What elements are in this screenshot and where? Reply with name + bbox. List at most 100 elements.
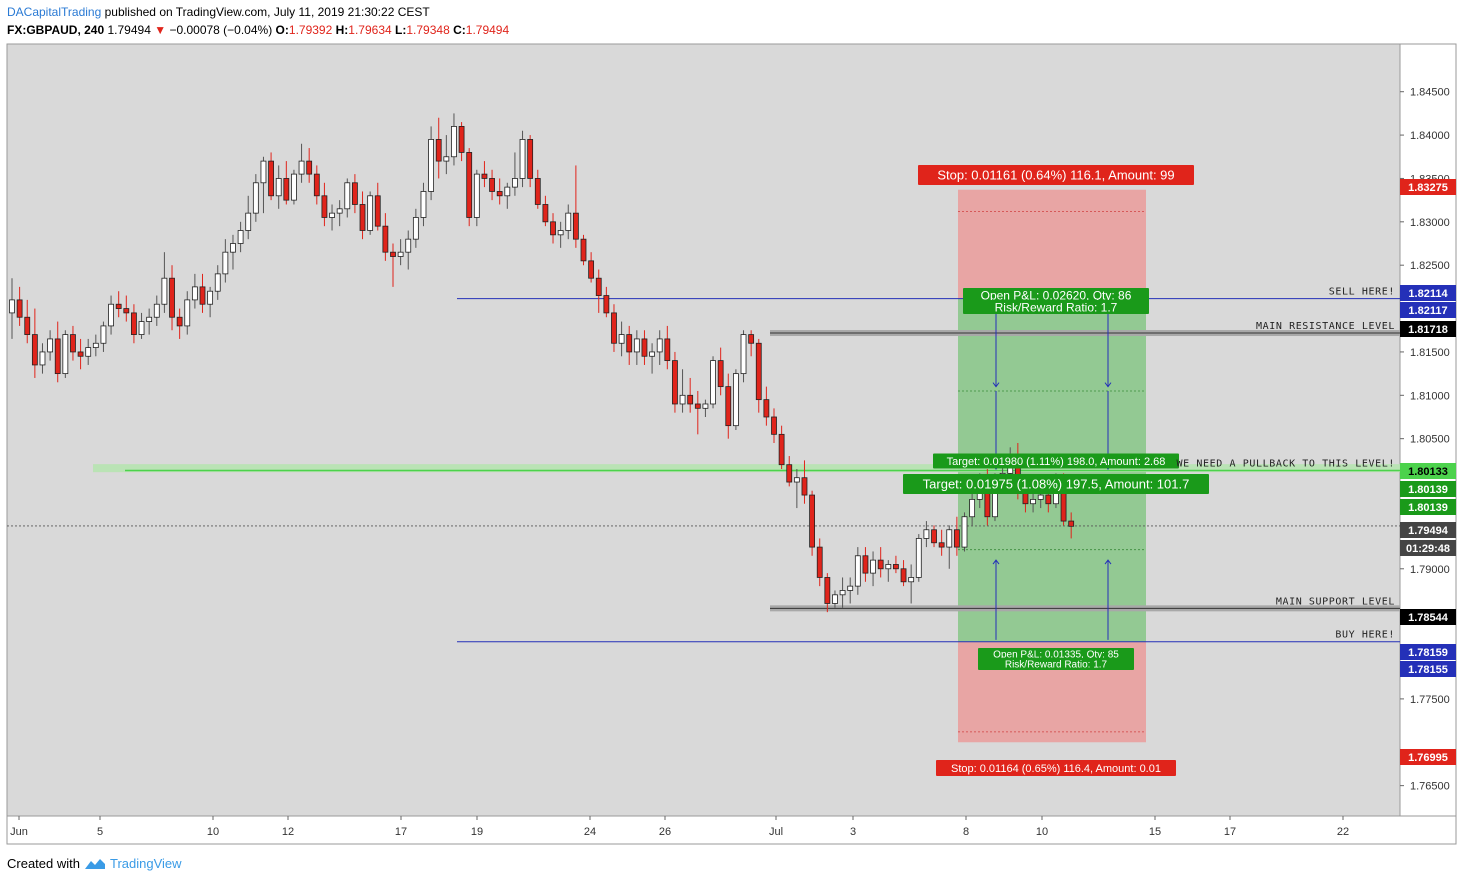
candle: [275, 165, 282, 209]
candle: [710, 356, 716, 409]
candle: [618, 321, 625, 357]
candle: [283, 161, 290, 205]
price-axis-label-bg: [1400, 285, 1456, 301]
candle-body: [92, 342, 99, 348]
candle: [565, 204, 572, 240]
candle-body: [595, 277, 602, 296]
candle-body: [496, 191, 503, 197]
price-axis-label-text: 1.78155: [1408, 664, 1448, 676]
short-pnl-label[interactable]: Open P&L: 0.02620, Qty: 86: [963, 288, 1149, 302]
y-tick-label: 1.76500: [1410, 781, 1450, 793]
candle-body: [374, 195, 381, 227]
candle-body: [778, 433, 785, 466]
short-rr-label[interactable]: Risk/Reward Ratio: 1.7: [963, 300, 1149, 314]
candle: [24, 299, 31, 344]
x-tick-label: Jul: [769, 826, 783, 838]
price-axis-label-bg: [1400, 179, 1456, 195]
candle: [580, 234, 587, 266]
price-axis-label-text: 1.82114: [1408, 288, 1448, 300]
candle-body: [717, 360, 724, 388]
candle: [260, 156, 267, 214]
short-target-label[interactable]: Target: 0.01975 (1.08%) 197.5, Amount: 1…: [903, 474, 1209, 494]
low-label: L:: [395, 23, 407, 37]
candle-body: [458, 126, 465, 153]
candle-body: [862, 555, 869, 574]
candle: [123, 295, 130, 322]
candle: [336, 200, 343, 227]
candle: [252, 174, 259, 222]
candle: [100, 321, 107, 352]
candle-body: [900, 568, 907, 583]
candle-body: [633, 338, 640, 353]
candle-body: [885, 564, 892, 570]
candle-body: [222, 251, 229, 275]
price-axis-labels: 1.83275 1.82114 1.82117 1.81718 1.80133 1.801…: [1400, 179, 1456, 765]
position-labels: Stop: 0.01161 (0.64%) 116.1, Amount: 99 O…: [903, 165, 1209, 776]
candle: [153, 295, 160, 326]
long-stop-label[interactable]: Stop: 0.01164 (0.65%) 116.4, Amount: 0.0…: [936, 760, 1176, 776]
candle-body: [618, 334, 625, 344]
candle: [961, 512, 968, 552]
price-axis-label-text: 1.80139: [1408, 502, 1448, 514]
candle: [656, 330, 663, 365]
price-axis-label-text: 1.80133: [1408, 466, 1448, 478]
price-axis-label-text: 1.83275: [1408, 182, 1448, 194]
candle: [191, 273, 198, 309]
candle: [527, 135, 534, 188]
price-axis-label: 1.80139: [1400, 481, 1456, 497]
candle-body: [131, 312, 137, 335]
candle: [923, 521, 930, 548]
candle: [672, 351, 678, 413]
candle: [839, 577, 846, 608]
time-axis-panel[interactable]: [6, 815, 1457, 845]
candle: [412, 208, 419, 248]
candle-body: [207, 290, 214, 305]
x-tick-label: 17: [1224, 826, 1236, 838]
candle-body: [298, 160, 305, 175]
long-stop-label-bg: [936, 760, 1176, 776]
candle: [382, 213, 389, 261]
candle: [222, 239, 229, 283]
candle-body: [793, 477, 800, 483]
candle-body: [931, 529, 937, 544]
author-link[interactable]: DACapitalTrading: [7, 5, 102, 19]
candle: [481, 161, 488, 188]
candle-body: [138, 321, 145, 335]
candle: [77, 338, 84, 370]
candle: [717, 347, 724, 396]
candle-body: [755, 342, 762, 401]
candle-body: [275, 178, 282, 197]
candle-body: [115, 303, 122, 309]
candle-body: [580, 238, 587, 262]
candle-body: [329, 212, 335, 218]
candle: [801, 460, 808, 504]
candle: [329, 204, 335, 231]
candle-body: [946, 529, 953, 548]
candle-body: [512, 178, 518, 188]
arrow: [992, 308, 1000, 388]
long-pnl-label[interactable]: Open P&L: 0.01335, Qty: 85: [978, 648, 1134, 661]
candle: [176, 308, 183, 339]
price-axis-panel[interactable]: [1399, 43, 1457, 817]
candle: [953, 516, 960, 556]
price-axis-label: 1.78155: [1400, 661, 1456, 677]
candle: [877, 547, 884, 578]
candle-body: [85, 347, 92, 357]
candle: [679, 369, 686, 413]
short-stop-label[interactable]: Stop: 0.01161 (0.64%) 116.1, Amount: 99: [918, 165, 1194, 185]
price-axis-label-bg: [1400, 609, 1456, 625]
long-target-label[interactable]: Target: 0.01980 (1.11%) 198.0, Amount: 2…: [933, 453, 1179, 469]
level-caption: SELL HERE!: [1329, 287, 1395, 298]
candle: [870, 551, 876, 587]
short-pnl-label-bg: [963, 288, 1149, 302]
candle: [542, 195, 549, 227]
level-caption: BUY HERE!: [1335, 630, 1395, 641]
tradingview-brand[interactable]: TradingView: [109, 856, 182, 871]
candle: [572, 165, 579, 248]
candle-body: [504, 186, 511, 197]
long-rr-label[interactable]: Risk/Reward Ratio: 1.7: [978, 658, 1134, 671]
candle-body: [367, 195, 374, 231]
x-tick-label: 15: [1149, 826, 1161, 838]
candle-body: [252, 182, 259, 214]
